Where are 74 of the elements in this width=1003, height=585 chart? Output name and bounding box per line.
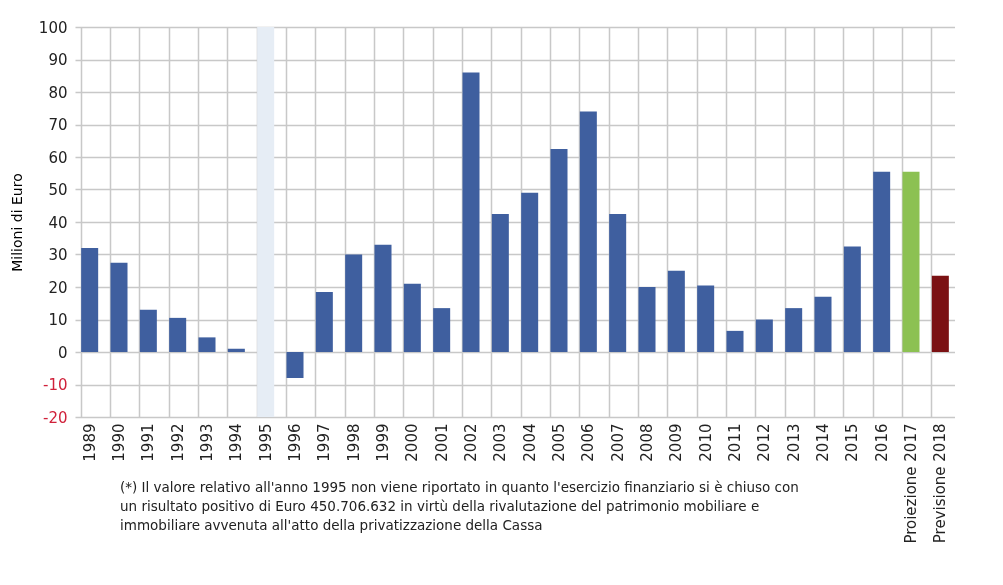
bar [110,262,128,352]
x-tick-label: 2006 [579,423,598,462]
bar [726,330,744,352]
x-tick-label: 2000 [403,423,422,462]
x-tick-label: 1994 [227,423,246,462]
y-tick-label: 10 [48,311,68,329]
bar [491,213,509,352]
y-tick-label: 20 [48,278,68,297]
bar [315,291,333,352]
bar [521,192,539,352]
y-axis-title: Milioni di Euro [8,173,25,272]
text: (*) Il valore relativo all'anno 1995 non viene riportato in quanto l'esercizio finanziario si è chiuso con un risultato positivo di Euro 450.706.632 in virtù della rivalutazione del patrimonio mobiliare e immobiliare avvenuta all'atto della privatizzazione della Cassa [120,478,800,535]
x-tick-label: 1991 [139,423,158,462]
x-tick-label: 1998 [344,423,363,462]
bar [198,337,216,352]
bar [785,308,803,352]
bar [139,309,157,352]
x-tick-label: 2003 [491,423,510,462]
y-tick-label: -10 [43,376,68,394]
x-tick-label: 2009 [667,423,686,462]
x-tick-label: 1990 [110,423,128,462]
y-tick-label: 60 [48,148,68,167]
bar [579,111,597,352]
bar [550,148,568,352]
bar [814,296,832,352]
x-tick-label: 2005 [550,423,568,462]
y-tick-label: 50 [48,181,68,199]
bar [345,254,363,352]
bar [462,72,480,352]
y-tick-label: 30 [48,246,68,264]
x-tick-label: 2008 [638,423,656,462]
x-tick-label: 1992 [168,423,187,462]
x-tick-label: 2007 [608,423,627,462]
x-tick-label: 2012 [755,423,774,462]
bar [403,283,421,352]
bar [286,352,304,378]
x-tick-label: 2016 [872,423,891,462]
x-tick-label: 1999 [374,423,392,462]
y-tick-label: 80 [48,83,68,102]
x-tick-label: 2002 [462,423,480,462]
x-tick-label: 1989 [80,423,99,462]
bar [227,348,245,352]
x-tick-label: 2004 [520,423,539,462]
y-tick-label: 100 [38,18,68,37]
x-tick-label: Proiezione 2017 [902,423,920,544]
bar [697,285,715,352]
x-tick-label: Previsione 2018 [931,423,950,544]
bar [755,319,773,352]
bar [902,171,920,352]
bar [843,246,861,352]
bar [609,213,627,352]
y-tick-label: 40 [48,213,68,232]
bar [667,270,685,352]
x-tick-label: 1995 [256,423,275,462]
x-tick-label: 2011 [726,423,744,462]
x-tick-label: 2014 [814,423,832,462]
x-tick-label: 1996 [286,423,304,462]
x-tick-label: 1997 [315,423,334,462]
y-tick-label: 90 [48,51,68,69]
y-tick-label: 0 [57,343,68,362]
x-tick-label: 1993 [198,423,216,462]
bar [81,248,99,352]
bar [374,244,392,352]
y-tick-label: 70 [48,116,68,134]
x-tick-label: 2010 [696,423,715,462]
y-tick-label: -20 [43,408,68,427]
bar [169,317,187,352]
x-tick-label: 2015 [843,423,862,462]
x-tick-label: 2013 [784,423,803,462]
x-tick-label: 2001 [432,423,451,462]
bar [433,308,451,352]
bar [873,171,891,352]
bar [931,275,949,352]
bar [638,287,656,352]
